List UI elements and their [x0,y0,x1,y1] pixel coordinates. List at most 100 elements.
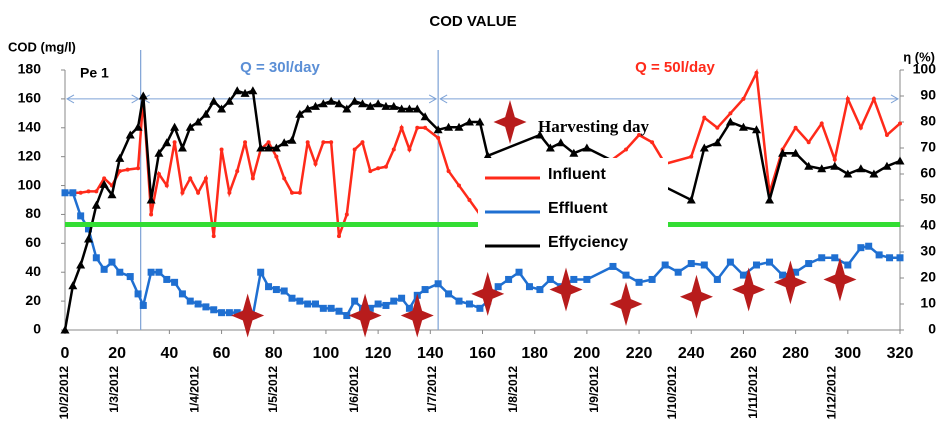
x-tick-label: 260 [730,345,757,362]
point [272,286,280,294]
point [305,140,310,145]
point [884,133,889,137]
point [164,183,169,188]
point [752,261,760,269]
point [865,242,873,250]
arrow-head [439,94,448,104]
point [436,135,441,140]
point [357,99,367,108]
point [391,147,396,152]
point [115,153,125,162]
y-tick-label: 20 [25,292,41,308]
point [713,275,721,283]
point [107,190,117,199]
point [376,166,381,171]
point [180,190,185,195]
point [264,143,274,152]
harvest-marker [679,274,713,319]
y-tick-label: 180 [18,61,42,77]
point [686,195,696,204]
date-tick-label: 1/11/2012 [746,366,760,419]
point [77,212,85,220]
point [368,169,373,174]
point [224,96,234,105]
point [875,251,883,259]
point [162,138,172,147]
y-tick-label: 140 [18,118,42,134]
point [86,189,91,194]
point [582,143,592,152]
point [754,70,759,75]
date-tick: 1/6/2012 [347,366,361,413]
point [819,121,824,126]
point [329,140,334,145]
legend-label: Effyciency [548,234,628,251]
point [383,164,388,169]
point [871,96,876,101]
point [147,268,155,276]
date-tick: 1/8/2012 [506,366,520,413]
point [92,254,100,262]
x-tick-label: 180 [521,345,548,362]
point [465,300,473,308]
point [155,268,163,276]
point [546,275,554,283]
point [209,96,219,105]
point [399,125,404,130]
point [609,262,617,270]
point [405,304,413,312]
point [295,109,305,118]
point [271,143,281,152]
y2-tick-label: 80 [920,113,936,129]
point [454,122,464,131]
point [156,172,161,176]
x-tick-label: 220 [626,345,653,362]
y-tick-label: 80 [25,205,41,221]
point [352,147,357,152]
point [319,304,327,312]
y2-tick-label: 40 [920,217,936,233]
point [318,99,328,108]
point [233,309,241,317]
point [366,304,374,312]
point [91,200,101,209]
legend-label: Influent [548,166,606,183]
harvest-marker [400,293,434,338]
harvest-marker [773,260,807,305]
x-tick-label: 60 [213,345,231,362]
x-tick-label: 160 [469,345,496,362]
point [830,161,840,170]
annotation: Q = 30l/day [240,59,320,76]
point [94,189,99,194]
point [817,164,827,173]
point [78,190,83,195]
point [570,275,578,283]
point [178,290,186,298]
point [274,154,279,159]
point [243,140,248,145]
date-tick-label: 1/8/2012 [506,366,520,413]
point [421,286,429,294]
y2-tick-label: 20 [920,269,936,285]
point [738,122,748,131]
point [171,278,179,286]
annotation: Q = 50l/day [635,59,715,76]
point [61,189,69,197]
y-tick-label: 100 [18,176,42,192]
y-axis-label: COD (mg/l) [8,39,76,54]
date-tick: 1/9/2012 [587,366,601,413]
y2-tick-label: 50 [920,191,936,207]
point [622,271,630,279]
legend-label: Harvesting day [538,117,649,136]
harvest-marker [732,267,766,312]
date-tick: 1/5/2012 [266,366,280,413]
point [404,104,414,113]
point [312,300,319,308]
x-tick-label: 200 [574,345,601,362]
point [765,195,775,204]
point [102,176,107,181]
point [194,300,202,308]
point [390,297,398,305]
date-tick: 1/10/2012 [665,366,679,420]
y2-tick-label: 90 [920,87,936,103]
